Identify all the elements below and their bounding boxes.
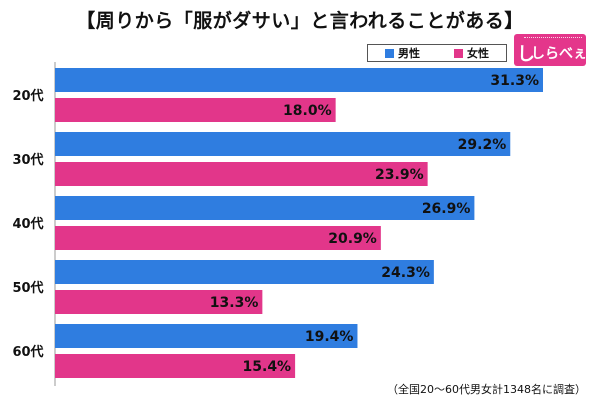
data-label-female-5: 15.4%: [243, 359, 292, 375]
legend-label-female: 女性: [467, 47, 489, 60]
logo-mark-icon: し: [517, 44, 535, 65]
legend-label-male: 男性: [398, 47, 420, 60]
bar-female-5: [55, 354, 296, 378]
bar-male-4: [55, 260, 434, 284]
category-label-1: 20代: [12, 88, 43, 104]
data-label-male-2: 29.2%: [458, 137, 507, 153]
chart-title: 【周りから「服がダサい」と言われることがある】: [76, 10, 524, 32]
category-label-4: 50代: [12, 280, 43, 296]
legend-swatch-female: [454, 48, 463, 58]
bar-female-2: [55, 162, 428, 186]
bar-male-1: [55, 68, 543, 92]
data-label-female-2: 23.9%: [375, 167, 424, 183]
data-label-male-1: 31.3%: [490, 73, 539, 89]
logo-text: しらべぇ: [531, 46, 586, 62]
bar-male-3: [55, 196, 475, 220]
bar-female-1: [55, 98, 336, 122]
legend: 男性 女性: [367, 44, 507, 62]
bar-female-3: [55, 226, 381, 250]
data-label-female-1: 18.0%: [283, 103, 332, 119]
data-label-female-3: 20.9%: [328, 231, 377, 247]
logo-tagline: [524, 37, 582, 40]
data-label-male-5: 19.4%: [305, 329, 354, 345]
legend-swatch-male: [385, 48, 394, 58]
category-label-5: 60代: [12, 344, 43, 360]
category-label-2: 30代: [12, 152, 43, 168]
legend-item-male: 男性: [385, 45, 420, 61]
data-label-male-4: 24.3%: [381, 265, 430, 281]
shirabee-logo: し しらべぇ: [514, 34, 586, 66]
bar-male-5: [55, 324, 358, 348]
data-label-female-4: 13.3%: [210, 295, 259, 311]
category-label-3: 40代: [12, 216, 43, 232]
bar-male-2: [55, 132, 511, 156]
bar-female-4: [55, 290, 263, 314]
data-label-male-3: 26.9%: [422, 201, 471, 217]
legend-item-female: 女性: [454, 45, 489, 61]
survey-note: （全国20〜60代男女計1348名に調査）: [387, 383, 586, 396]
